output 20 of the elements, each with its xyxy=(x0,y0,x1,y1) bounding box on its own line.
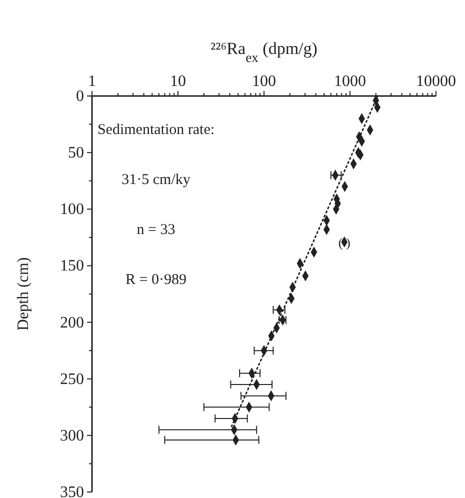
x-tick-label: 1000 xyxy=(334,73,366,90)
x-tick-label: 10 xyxy=(170,73,186,90)
annotation: Sedimentation rate: xyxy=(97,122,215,138)
annotation: ( ) xyxy=(338,234,350,250)
y-tick-label: 50 xyxy=(68,144,84,162)
x-axis-title: ²²⁶Ra$_{ex}$ (dpm/g) xyxy=(210,39,318,64)
x-tick-label: 1 xyxy=(88,73,96,90)
y-tick-label: 150 xyxy=(60,258,84,275)
y-tick-label: 350 xyxy=(60,484,84,498)
y-axis-title: Depth (cm) xyxy=(15,257,32,331)
y-tick-label: 300 xyxy=(60,427,84,444)
y-tick-label: 250 xyxy=(60,370,84,388)
y-tick-label: 200 xyxy=(60,314,84,332)
annotation: R = 0·989 xyxy=(126,272,186,288)
y-tick-label: 100 xyxy=(60,201,84,218)
x-tick-label: 100 xyxy=(252,73,276,90)
annotation: 31·5 cm/ky xyxy=(122,172,191,188)
y-tick-label: 0 xyxy=(76,88,84,105)
x-tick-label: 10000 xyxy=(416,73,456,90)
annotation: n = 33 xyxy=(136,222,176,238)
